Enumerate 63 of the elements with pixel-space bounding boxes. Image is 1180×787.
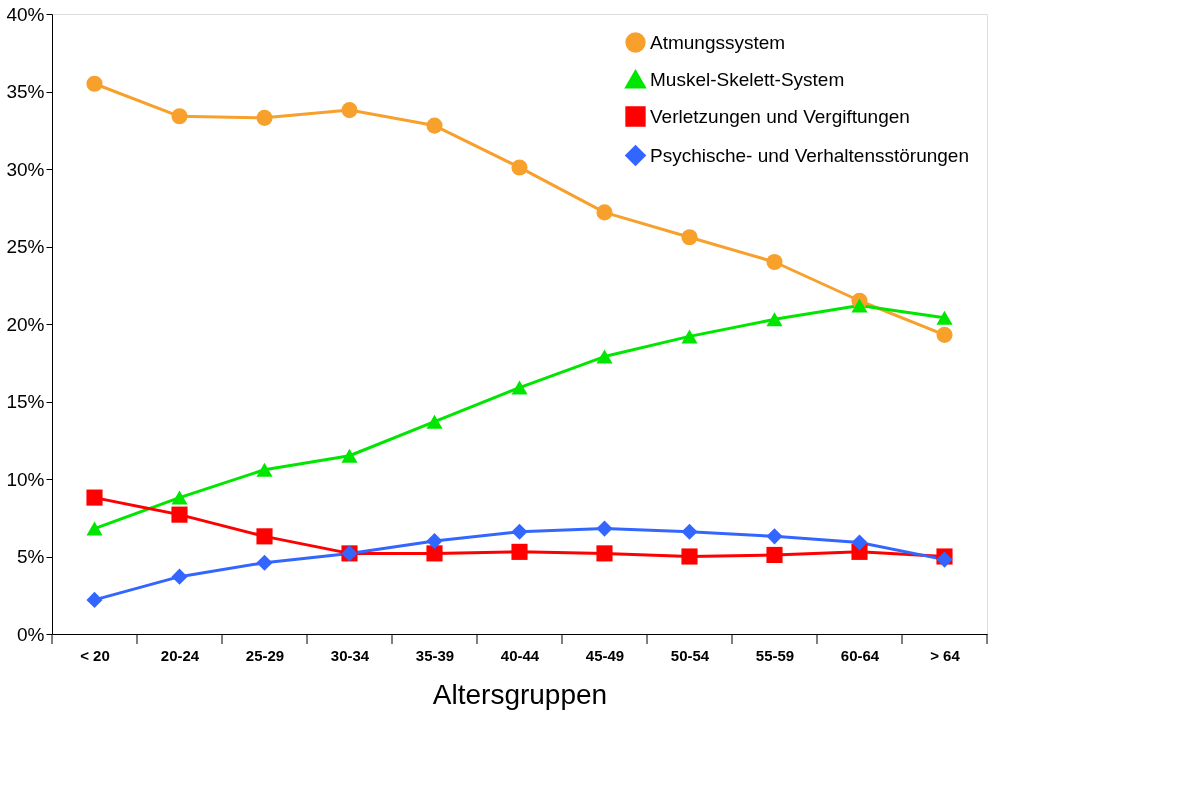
point xyxy=(681,329,698,344)
point xyxy=(596,349,613,364)
legend-label: Muskel-Skelett-System xyxy=(650,68,845,90)
x-tick-label: 55-59 xyxy=(755,646,795,664)
point xyxy=(426,545,443,562)
point xyxy=(596,204,613,221)
point xyxy=(766,253,783,271)
point xyxy=(256,109,273,126)
y-tick-label: 0% xyxy=(17,623,45,645)
point xyxy=(426,117,443,134)
point xyxy=(171,506,188,523)
legend-label: Verletzungen und Vergiftungen xyxy=(650,105,910,127)
point xyxy=(511,380,528,395)
y-tick-label: 10% xyxy=(6,468,45,490)
point xyxy=(341,102,358,119)
point xyxy=(256,554,273,571)
point xyxy=(851,534,868,551)
x-tick-label: 35-39 xyxy=(415,646,455,664)
point xyxy=(511,543,528,560)
legend-label: Psychische- und Verhaltensstörungen xyxy=(650,144,969,166)
x-tick-label: > 64 xyxy=(930,646,961,664)
x-tick-label: 25-29 xyxy=(245,646,285,664)
point xyxy=(766,528,783,545)
point xyxy=(511,523,528,540)
x-tick-label: < 20 xyxy=(80,646,110,664)
x-tick-label: 60-64 xyxy=(840,646,880,664)
point xyxy=(86,591,103,608)
point xyxy=(171,490,188,505)
y-tick-label: 20% xyxy=(6,313,45,335)
point xyxy=(681,523,698,540)
x-tick-label: 45-49 xyxy=(585,646,625,664)
point xyxy=(681,229,698,246)
point xyxy=(681,548,698,565)
point xyxy=(936,310,953,325)
point xyxy=(766,312,783,327)
point xyxy=(766,546,783,564)
point xyxy=(426,532,443,550)
y-tick-label: 40% xyxy=(6,3,45,25)
point xyxy=(86,75,103,92)
x-tick-label: 30-34 xyxy=(330,646,370,664)
point xyxy=(596,545,613,562)
point xyxy=(171,568,188,585)
point xyxy=(936,326,953,343)
x-tick-label: 50-54 xyxy=(670,646,710,664)
y-tick-label: 5% xyxy=(17,546,45,567)
point xyxy=(341,448,358,463)
point xyxy=(426,414,443,429)
point xyxy=(256,462,273,477)
point xyxy=(86,521,103,536)
point xyxy=(511,159,528,176)
point xyxy=(171,108,188,125)
y-tick-label: 15% xyxy=(6,391,45,412)
y-tick-label: 30% xyxy=(6,158,45,180)
y-tick-label: 35% xyxy=(6,81,45,102)
x-axis-title: Altersgruppen xyxy=(432,678,608,710)
x-tick-label: 40-44 xyxy=(500,646,540,664)
point xyxy=(596,520,613,537)
legend-label: Atmungssystem xyxy=(650,31,786,53)
x-tick-label: 20-24 xyxy=(160,646,200,664)
point xyxy=(86,489,103,506)
y-tick-label: 25% xyxy=(6,236,45,257)
point xyxy=(851,298,868,313)
point xyxy=(256,528,273,545)
